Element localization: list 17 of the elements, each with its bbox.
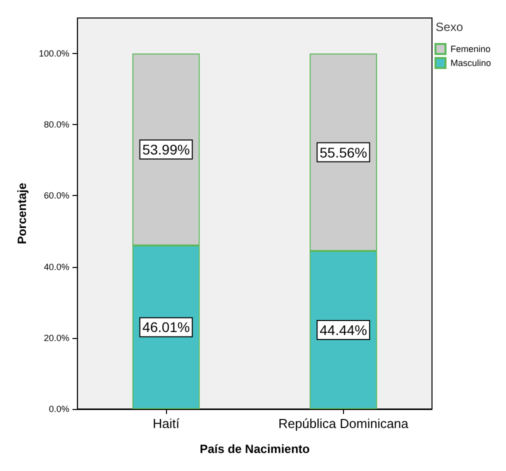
y-tick-label: 0.0%	[48, 404, 70, 414]
y-tick-label: 80.0%	[44, 120, 70, 130]
data-label: 55.56%	[320, 144, 368, 160]
y-axis-title: Porcentaje	[15, 182, 29, 244]
y-tick-label: 20.0%	[44, 332, 70, 343]
data-label: 46.01%	[142, 319, 190, 336]
x-tick-label: República Dominicana	[278, 416, 410, 431]
x-axis-title: País de Nacimiento	[200, 442, 310, 456]
y-tick-label: 40.0%	[44, 262, 70, 272]
legend-label: Masculino	[450, 58, 492, 68]
legend-title: Sexo	[436, 20, 464, 34]
y-tick-label: 100.0%	[38, 48, 70, 59]
x-tick-label: Haití	[152, 416, 180, 431]
y-tick-label: 60.0%	[44, 190, 70, 201]
data-label: 53.99%	[142, 142, 190, 158]
data-label: 44.44%	[320, 322, 368, 338]
legend-label: Femenino	[450, 44, 491, 54]
